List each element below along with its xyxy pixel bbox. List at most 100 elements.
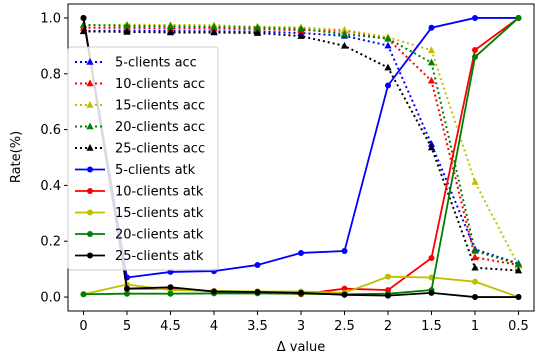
data-point: [86, 58, 94, 65]
data-point: [514, 260, 523, 267]
data-point: [166, 22, 175, 30]
legend-label: 10-clients atk: [115, 185, 204, 200]
data-point: [427, 46, 436, 54]
data-point: [124, 285, 130, 292]
data-point: [86, 122, 94, 130]
data-point: [428, 254, 435, 261]
data-point: [472, 47, 478, 54]
data-point: [515, 14, 522, 21]
data-point: [86, 144, 94, 151]
legend-label: 10-clients acc: [115, 77, 205, 92]
data-point: [298, 289, 304, 296]
data-point: [427, 76, 436, 84]
data-point: [385, 292, 391, 299]
data-point: [385, 82, 391, 89]
data-point: [340, 41, 349, 49]
y-tick-label: 0.4: [40, 179, 61, 194]
legend-item: 5-clients acc: [75, 56, 197, 71]
x-tick-label: 0.5: [508, 319, 529, 334]
legend-item: 15-clients atk: [75, 206, 204, 221]
data-point: [298, 249, 304, 256]
data-point: [123, 27, 131, 35]
axes: 0 5 4.5 4 3.5 3 2.5 2 1.5 1 0.5 0.0 0.2 0.4 0.6 0.8 1.0: [40, 11, 529, 334]
data-point: [86, 101, 94, 108]
x-tick-label: 4.5: [160, 319, 181, 334]
series-line: [83, 29, 519, 265]
legend-label: 20-clients acc: [115, 120, 205, 135]
data-point: [384, 34, 392, 42]
x-tick-label: 1: [471, 319, 479, 334]
x-tick-label: 3: [297, 319, 305, 334]
data-point: [80, 291, 87, 298]
legend-item: 20-clients atk: [75, 228, 204, 243]
data-point: [211, 288, 217, 295]
data-point: [472, 54, 478, 61]
data-point: [253, 23, 262, 31]
x-tick-label: 3.5: [247, 319, 268, 334]
data-point: [124, 290, 130, 297]
data-point: [210, 28, 218, 36]
data-point: [254, 261, 261, 268]
legend-label: 5-clients atk: [115, 163, 196, 178]
legend-label: 15-clients acc: [115, 99, 205, 114]
data-point: [167, 284, 174, 291]
data-point: [514, 266, 523, 274]
data-point: [515, 294, 522, 301]
legend-label: 20-clients atk: [115, 228, 204, 243]
data-point: [210, 22, 218, 30]
legend-box: [67, 46, 219, 271]
y-tick-label: 0.2: [40, 235, 61, 250]
data-point: [297, 24, 305, 32]
data-point: [123, 21, 131, 29]
legend: 5-clients acc 10-clients acc 15-clients ac…: [67, 46, 219, 271]
data-point: [87, 188, 93, 194]
data-point: [167, 290, 174, 297]
data-point: [471, 263, 479, 271]
data-point: [428, 24, 435, 31]
data-point: [341, 285, 348, 292]
x-tick-label: 2: [384, 319, 392, 334]
legend-label: 25-clients acc: [115, 142, 205, 157]
data-point: [253, 29, 262, 36]
data-point: [428, 289, 435, 296]
data-point: [471, 246, 479, 254]
x-tick-label: 0: [79, 319, 87, 334]
data-point: [341, 291, 348, 298]
legend-item: 10-clients atk: [75, 185, 204, 200]
plot-area: [79, 14, 523, 301]
data-point: [384, 63, 392, 71]
y-tick-label: 0.0: [40, 291, 61, 306]
data-point: [384, 41, 392, 49]
legend-label: 5-clients acc: [115, 56, 197, 71]
data-point: [86, 79, 94, 87]
legend-label: 15-clients atk: [115, 206, 204, 221]
x-tick-label: 1.5: [421, 319, 442, 334]
data-point: [427, 143, 436, 151]
legend-item: 20-clients acc: [75, 120, 205, 135]
series-line: [83, 23, 520, 267]
data-point: [340, 30, 349, 37]
data-point: [472, 294, 478, 301]
series-25-clients-atk: [80, 14, 522, 301]
x-tick-label: 2.5: [334, 319, 355, 334]
x-tick-label: 4: [210, 319, 218, 334]
legend-item: 25-clients atk: [75, 249, 204, 264]
y-axis-label: Rate(%): [9, 131, 24, 183]
y-tick-label: 0.6: [40, 123, 61, 138]
data-point: [80, 14, 87, 21]
data-point: [87, 231, 93, 237]
data-point: [471, 253, 479, 261]
legend-label: 25-clients atk: [115, 249, 204, 264]
legend-item: 15-clients acc: [75, 99, 205, 114]
data-point: [166, 28, 175, 36]
x-axis-label: Δ value: [277, 340, 326, 355]
series-line: [83, 26, 519, 266]
data-point: [472, 278, 478, 285]
legend-item: 25-clients acc: [75, 142, 205, 157]
data-point: [87, 209, 93, 216]
legend-item: 5-clients atk: [75, 163, 196, 178]
data-point: [340, 25, 349, 33]
data-point: [297, 32, 305, 39]
data-point: [427, 58, 436, 66]
